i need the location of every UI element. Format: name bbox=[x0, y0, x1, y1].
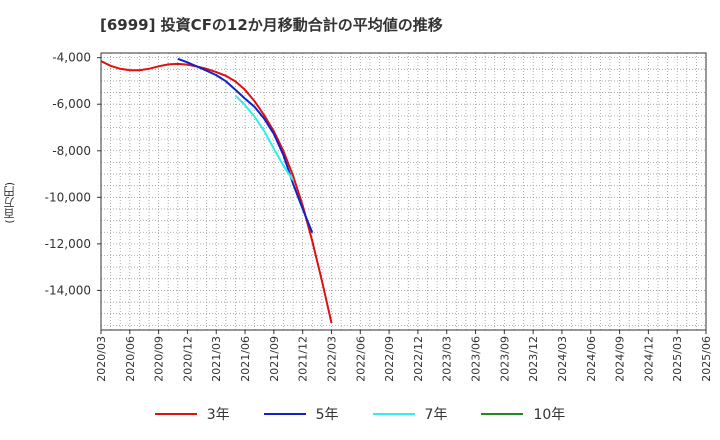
plot-border bbox=[100, 52, 707, 331]
legend: 3年 5年 7年 10年 bbox=[0, 404, 720, 424]
legend-swatch bbox=[372, 413, 415, 415]
x-tick-label: 2025/06 bbox=[700, 336, 713, 382]
horizontal-gridlines bbox=[101, 57, 706, 326]
series-line-1 bbox=[100, 60, 333, 324]
x-tick-label: 2020/12 bbox=[181, 336, 194, 382]
x-tick-label: 2024/06 bbox=[585, 336, 598, 382]
legend-swatch bbox=[154, 413, 197, 415]
series-line-3 bbox=[234, 94, 294, 181]
x-tick-label: 2022/03 bbox=[325, 336, 338, 382]
x-tick-label: 2022/09 bbox=[383, 336, 396, 382]
x-tick-label: 2020/03 bbox=[95, 336, 108, 382]
legend-item-4: 10年 bbox=[481, 404, 565, 424]
legend-item-1: 3年 bbox=[154, 404, 230, 424]
x-tick-label: 2024/09 bbox=[614, 336, 627, 382]
x-tick-label: 2022/12 bbox=[412, 336, 425, 382]
legend-label: 10年 bbox=[533, 407, 566, 423]
legend-label: 7年 bbox=[424, 407, 448, 423]
legend-label: 5年 bbox=[315, 407, 339, 423]
x-tick-label: 2023/12 bbox=[527, 336, 540, 382]
x-tick-label: 2020/09 bbox=[153, 336, 166, 382]
x-tick-label: 2021/12 bbox=[297, 336, 310, 382]
x-tick-label: 2022/06 bbox=[354, 336, 367, 382]
legend-item-3: 7年 bbox=[372, 404, 448, 424]
y-tick-label: -14,000 bbox=[45, 283, 91, 297]
vertical-gridlines bbox=[100, 53, 707, 330]
x-tick-label: 2024/03 bbox=[556, 336, 569, 382]
x-tick-label: 2023/03 bbox=[441, 336, 454, 382]
y-tick-label: -4,000 bbox=[52, 51, 91, 65]
y-tick-label: -6,000 bbox=[52, 97, 91, 111]
x-tick-label: 2021/09 bbox=[268, 336, 281, 382]
x-tick-label: 2021/03 bbox=[210, 336, 223, 382]
chart-title: [6999] 投資CFの12か月移動合計の平均値の推移 bbox=[100, 16, 443, 34]
y-tick-label: -12,000 bbox=[45, 237, 91, 251]
legend-swatch bbox=[481, 413, 524, 415]
legend-label: 3年 bbox=[206, 407, 230, 423]
x-tick-label: 2020/06 bbox=[124, 336, 137, 382]
legend-item-2: 5年 bbox=[263, 404, 339, 424]
y-tick-label: -10,000 bbox=[45, 190, 91, 204]
x-tick-label: 2023/09 bbox=[498, 336, 511, 382]
legend-swatch bbox=[263, 413, 306, 415]
plot-area: -4,000 -6,000 -8,000 -10,000 -12,000 -14,000 2… bbox=[45, 51, 713, 382]
y-tick-label: -8,000 bbox=[52, 144, 91, 158]
x-tick-label: 2025/03 bbox=[671, 336, 684, 382]
x-tick-label: 2021/06 bbox=[239, 336, 252, 382]
x-tick-label: 2023/06 bbox=[470, 336, 483, 382]
x-tick-label: 2024/12 bbox=[642, 336, 655, 382]
